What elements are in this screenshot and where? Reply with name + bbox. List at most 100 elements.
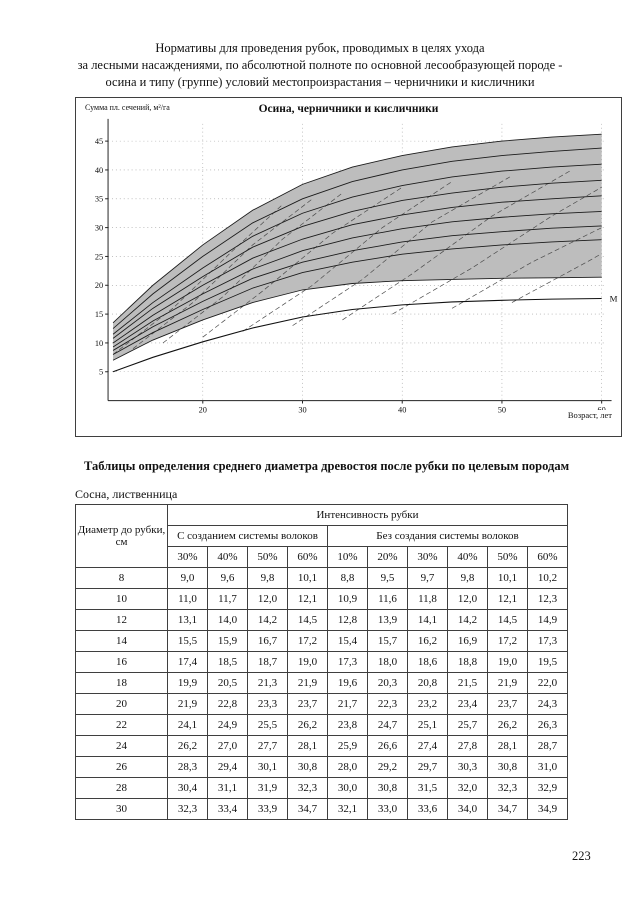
svg-text:60: 60 [597, 405, 605, 414]
value-cell: 15,9 [207, 630, 248, 652]
svg-text:20: 20 [95, 281, 103, 290]
value-cell: 30,1 [247, 756, 288, 778]
svg-text:15: 15 [95, 310, 103, 319]
diameter-cell: 8 [75, 567, 168, 589]
value-cell: 12,1 [287, 588, 328, 610]
value-cell: 30,8 [367, 777, 408, 799]
percent-header: 50% [487, 546, 528, 568]
svg-text:40: 40 [398, 405, 406, 414]
table-row: 12 13,1 14,0 14,2 14,5 12,8 13,9 14,1 14,2 14,5 14… [75, 609, 568, 631]
value-cell: 21,7 [327, 693, 368, 715]
value-cell: 18,8 [447, 651, 488, 673]
table-row: 8 9,0 9,6 9,8 10,1 8,8 9,5 9,7 9,8 10,1 10,2 [75, 567, 568, 589]
table-row: 26 28,3 29,4 30,1 30,8 28,0 29,2 29,7 30,3 30,8 31… [75, 756, 568, 778]
chart-curves [112, 133, 602, 361]
value-cell: 27,8 [447, 735, 488, 757]
value-cell: 20,5 [207, 672, 248, 694]
percent-header: 40% [207, 546, 248, 568]
table-row: 30 32,3 33,4 33,9 34,7 32,1 33,0 33,6 34,0 34,7 34… [75, 798, 568, 820]
value-cell: 14,5 [287, 609, 328, 631]
value-cell: 12,3 [527, 588, 568, 610]
diameter-cell: 28 [75, 777, 168, 799]
value-cell: 23,2 [407, 693, 448, 715]
value-cell: 21,9 [487, 672, 528, 694]
title-line-3: осина и типу (группе) условий местопроиз… [105, 75, 535, 89]
table-row: 10 11,0 11,7 12,0 12,1 10,9 11,6 11,8 12,0 12,1 12… [75, 588, 568, 610]
value-cell: 30,3 [447, 756, 488, 778]
value-cell: 23,7 [487, 693, 528, 715]
diameter-cell: 16 [75, 651, 168, 673]
value-cell: 21,9 [287, 672, 328, 694]
value-cell: 33,0 [367, 798, 408, 820]
value-cell: 25,5 [247, 714, 288, 736]
species-subheading: Сосна, лиственница [75, 487, 178, 501]
value-cell: 26,2 [167, 735, 208, 757]
value-cell: 14,2 [447, 609, 488, 631]
value-cell: 17,3 [327, 651, 368, 673]
table-body: 8 9,0 9,6 9,8 10,1 8,8 9,5 9,7 9,8 10,1 10,2 10 11,0… [75, 567, 568, 820]
value-cell: 21,3 [247, 672, 288, 694]
table-row: 20 21,9 22,8 23,3 23,7 21,7 22,3 23,2 23,4 23,7 24… [75, 693, 568, 715]
value-cell: 21,9 [167, 693, 208, 715]
percent-header: 30% [407, 546, 448, 568]
diameter-cell: 30 [75, 798, 168, 820]
value-cell: 15,7 [367, 630, 408, 652]
value-cell: 10,1 [487, 567, 528, 589]
value-cell: 25,1 [407, 714, 448, 736]
value-cell: 30,4 [167, 777, 208, 799]
value-cell: 19,5 [527, 651, 568, 673]
value-cell: 34,7 [487, 798, 528, 820]
svg-text:10: 10 [95, 339, 103, 348]
value-cell: 29,4 [207, 756, 248, 778]
percent-header: 10% [327, 546, 368, 568]
value-cell: 17,2 [287, 630, 328, 652]
value-cell: 20,8 [407, 672, 448, 694]
value-cell: 16,2 [407, 630, 448, 652]
value-cell: 13,9 [367, 609, 408, 631]
value-cell: 31,1 [207, 777, 248, 799]
value-cell: 31,9 [247, 777, 288, 799]
table-row: 18 19,9 20,5 21,3 21,9 19,6 20,3 20,8 21,5 21,9 22… [75, 672, 568, 694]
value-cell: 23,3 [247, 693, 288, 715]
value-cell: 16,9 [447, 630, 488, 652]
value-cell: 24,3 [527, 693, 568, 715]
chart-dashed-lines [112, 169, 602, 355]
chart-title: Осина, черничники и кисличники [258, 103, 439, 115]
value-cell: 9,5 [367, 567, 408, 589]
table-row: 24 26,2 27,0 27,7 28,1 25,9 26,6 27,4 27,8 28,1 28… [75, 735, 568, 757]
value-cell: 26,6 [367, 735, 408, 757]
value-cell: 32,3 [167, 798, 208, 820]
diameter-table: Диаметр до рубки, см Интенсивность рубки… [75, 504, 568, 820]
value-cell: 26,3 [527, 714, 568, 736]
table-row: 14 15,5 15,9 16,7 17,2 15,4 15,7 16,2 16,9 17,2 17… [75, 630, 568, 652]
section-heading: Таблицы определения среднего диаметра др… [84, 459, 570, 473]
value-cell: 11,0 [167, 588, 208, 610]
value-cell: 30,8 [487, 756, 528, 778]
value-cell: 28,3 [167, 756, 208, 778]
value-cell: 15,4 [327, 630, 368, 652]
table-header-row-subgroups: С созданием системы волоков Без создания… [76, 525, 568, 547]
percent-header: 40% [447, 546, 488, 568]
diameter-cell: 10 [75, 588, 168, 610]
value-cell: 14,1 [407, 609, 448, 631]
value-cell: 23,7 [287, 693, 328, 715]
value-cell: 11,6 [367, 588, 408, 610]
value-cell: 30,8 [287, 756, 328, 778]
chart-shaded-band [113, 134, 602, 361]
value-cell: 17,3 [527, 630, 568, 652]
value-cell: 34,9 [527, 798, 568, 820]
value-cell: 26,2 [487, 714, 528, 736]
svg-text:45: 45 [95, 137, 103, 146]
value-cell: 17,4 [167, 651, 208, 673]
value-cell: 10,2 [527, 567, 568, 589]
diameter-cell: 12 [75, 609, 168, 631]
value-cell: 16,7 [247, 630, 288, 652]
value-cell: 18,6 [407, 651, 448, 673]
value-cell: 28,1 [287, 735, 328, 757]
svg-text:35: 35 [95, 195, 103, 204]
value-cell: 33,6 [407, 798, 448, 820]
value-cell: 34,0 [447, 798, 488, 820]
value-cell: 26,2 [287, 714, 328, 736]
table-row: 22 24,1 24,9 25,5 26,2 23,8 24,7 25,1 25,7 26,2 26… [75, 714, 568, 736]
value-cell: 29,2 [367, 756, 408, 778]
